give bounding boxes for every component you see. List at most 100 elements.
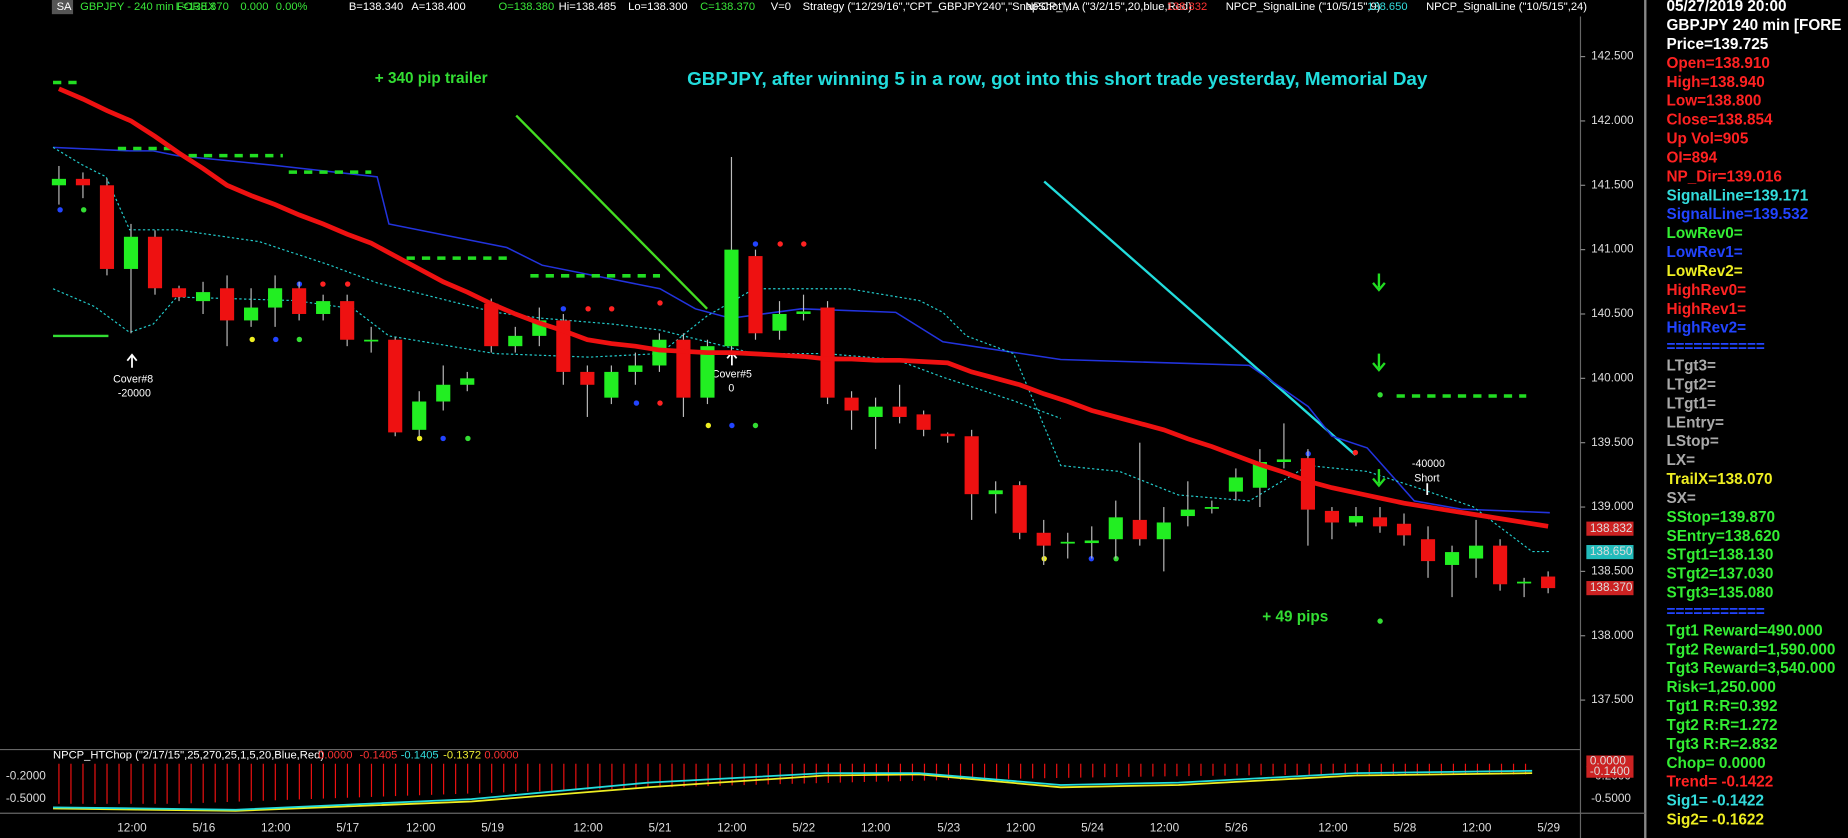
annotation: -40000 — [1412, 458, 1445, 470]
chop-line — [53, 769, 1533, 811]
panel-line: HighRev0= — [1667, 282, 1747, 299]
panel-line: High=138.940 — [1667, 74, 1765, 91]
annotation: -20000 — [118, 387, 151, 399]
candle-body — [964, 436, 979, 495]
x-tick-label: 12:00 — [573, 822, 603, 835]
candle-body — [772, 313, 787, 331]
header-item: Lo=138.300 — [628, 1, 687, 13]
annotation: + 340 pip trailer — [375, 70, 488, 87]
panel-line: Chop= 0.0000 — [1667, 755, 1766, 772]
panel-line: LowRev1= — [1667, 244, 1743, 261]
signal-dot — [440, 435, 446, 442]
y-tick-label: 137.500 — [1591, 693, 1634, 706]
panel-line: STgt1=138.130 — [1667, 547, 1774, 564]
signal-dot — [1088, 555, 1095, 562]
candle-body — [484, 303, 499, 347]
candle-body — [1060, 541, 1075, 544]
candle-body — [1493, 545, 1508, 585]
x-tick-label: 5/22 — [792, 822, 815, 835]
candle-body — [75, 178, 91, 186]
indicator-readout: -0.1372 — [443, 749, 481, 761]
candle-body — [195, 292, 211, 302]
x-tick-label: 5/17 — [336, 822, 359, 835]
candle-body — [1324, 510, 1340, 523]
entry-arrow — [1372, 273, 1386, 488]
signal-dot — [465, 435, 471, 442]
panel-line: TrailX=138.070 — [1667, 471, 1773, 488]
panel-line: Risk=1,250.000 — [1667, 679, 1776, 696]
trend-line — [1043, 180, 1357, 456]
indicator-box — [1586, 765, 1634, 778]
candle-body — [99, 185, 115, 269]
candle-body — [1036, 532, 1051, 546]
candle-body — [51, 178, 66, 186]
candle-body — [268, 288, 283, 308]
chop-line — [53, 772, 1533, 812]
panel-line: LowRev2= — [1667, 263, 1743, 280]
candle-body — [748, 256, 763, 334]
candle-body — [796, 311, 811, 314]
price-box — [1586, 545, 1634, 560]
signal-dot — [1377, 392, 1383, 398]
panel-line: Up Vol=905 — [1667, 131, 1749, 148]
panel-line: Sig1= -0.1422 — [1667, 793, 1764, 810]
price-box-label: 138.370 — [1590, 581, 1633, 594]
candle-body — [1084, 540, 1099, 544]
header-item: L=138.370 — [176, 1, 229, 13]
candle-body — [292, 288, 307, 314]
panel-line: Tgt3 R:R=2.832 — [1667, 736, 1778, 753]
signal-dot — [729, 422, 735, 429]
panel-line: OI=894 — [1667, 149, 1718, 166]
candle-body — [844, 397, 859, 411]
candle-body — [868, 406, 883, 417]
x-tick-label: 12:00 — [261, 822, 291, 835]
panel-line: LTgt1= — [1667, 395, 1717, 412]
candle-body — [940, 433, 955, 437]
header-item: B=138.340 — [349, 1, 403, 13]
annotation: Short — [1414, 472, 1439, 484]
panel-line: Low=138.800 — [1667, 93, 1762, 110]
y-tick-label: 140.500 — [1591, 307, 1634, 320]
y-tick-label: 139.000 — [1591, 500, 1634, 513]
signal-dot — [657, 400, 663, 406]
panel-line: HighRev2= — [1667, 320, 1747, 337]
candle-body — [436, 384, 451, 402]
candle-body — [628, 365, 643, 372]
candle-body — [724, 249, 739, 347]
signal-dot — [80, 207, 87, 213]
panel-line: NP_Dir=139.016 — [1667, 168, 1782, 185]
candle-body — [171, 288, 187, 298]
x-tick-label: 12:00 — [1462, 822, 1492, 835]
price-box-label: 138.832 — [1590, 522, 1633, 535]
signal-dot — [585, 306, 591, 312]
panel-line: Tgt1 Reward=490.000 — [1667, 622, 1823, 639]
header-item: O=138.380 — [499, 1, 555, 13]
candle-body — [1517, 581, 1532, 584]
header-item: 138.832 — [1167, 1, 1207, 13]
panel-line: Tgt3 Reward=3,540.000 — [1667, 660, 1836, 677]
panel-line: 05/27/2019 20:00 — [1667, 0, 1787, 15]
y-tick-label: 138.000 — [1591, 629, 1634, 642]
candle-body — [700, 346, 715, 398]
x-tick-label: 12:00 — [117, 822, 147, 835]
indicator-box-label: -0.1400 — [1590, 765, 1630, 778]
header-item: GBPJPY - 240 min FOREX — [80, 1, 216, 13]
panel-line: LEntry= — [1667, 414, 1724, 431]
panel-line: Close=138.854 — [1667, 112, 1773, 129]
candle-body — [1180, 509, 1195, 517]
y-tick-label: 141.500 — [1591, 178, 1634, 191]
header-item: C=138.370 — [700, 1, 755, 13]
candle-body — [1276, 459, 1291, 462]
panel-line: STgt3=135.080 — [1667, 585, 1774, 602]
y-tick-label: 138.500 — [1591, 564, 1634, 577]
indicator-readout: 0.0000 — [484, 749, 518, 761]
header-item: 0.000 — [240, 1, 268, 13]
signal-dot — [57, 207, 63, 213]
candle-body — [244, 307, 259, 321]
signal-dot — [633, 400, 640, 406]
panel-line: SignalLine=139.171 — [1667, 187, 1809, 204]
panel-line: LowRev0= — [1667, 225, 1743, 242]
trend-line — [515, 114, 708, 310]
header-item: NPCP_SignalLine ("10/5/15",24) — [1426, 1, 1587, 13]
annotation: Cover#5 — [712, 369, 752, 381]
